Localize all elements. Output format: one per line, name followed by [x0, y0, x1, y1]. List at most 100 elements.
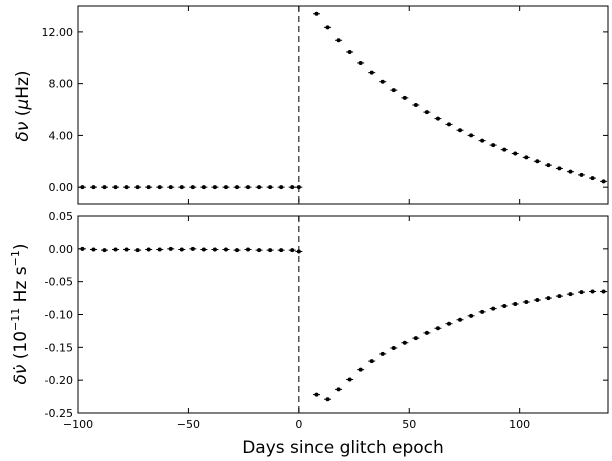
data-point — [112, 247, 120, 252]
data-point — [368, 70, 376, 75]
data-point — [511, 151, 519, 156]
data-point — [295, 185, 303, 190]
data-point — [566, 292, 574, 297]
bottom-panel-ylabel: δν̇ (10−11 Hz s−1) — [9, 243, 31, 384]
data-point — [89, 247, 97, 252]
data-point — [511, 301, 519, 306]
data-point — [589, 289, 597, 294]
data-point — [500, 147, 508, 152]
data-point — [357, 60, 365, 65]
data-point — [167, 185, 175, 190]
bottom-ylabel-exp2: −1 — [9, 250, 22, 266]
data-point — [178, 185, 186, 190]
data-point — [401, 95, 409, 100]
data-point — [412, 103, 420, 107]
data-point — [222, 185, 230, 190]
data-point — [412, 336, 420, 341]
data-point — [101, 185, 108, 190]
data-point — [423, 330, 431, 335]
y-tick-label: 8.00 — [49, 78, 74, 91]
data-point — [379, 351, 387, 356]
data-point — [324, 25, 332, 30]
y-tick-label: 12.00 — [42, 26, 74, 39]
data-point — [288, 248, 296, 253]
data-point — [335, 387, 343, 392]
data-point — [200, 247, 208, 252]
top-ylabel-open: ( — [13, 110, 33, 122]
top-panel-frame — [77, 5, 609, 205]
data-point — [134, 248, 142, 253]
data-point — [445, 122, 453, 127]
data-point — [500, 303, 508, 308]
data-point — [324, 397, 332, 402]
data-point — [522, 300, 530, 305]
data-point — [533, 298, 541, 303]
data-point — [78, 185, 86, 190]
data-point — [467, 133, 475, 138]
bottom-panel: 0.05 0.00 -0.05 -0.10 -0.15 -0.20 -0.25−100 −50… — [9, 210, 609, 458]
data-point — [346, 49, 354, 54]
data-point — [244, 247, 252, 252]
data-point — [178, 247, 186, 252]
data-point — [313, 392, 320, 397]
top-ylabel-symbol: δν — [13, 121, 33, 141]
data-point — [200, 185, 208, 190]
data-point — [434, 326, 442, 331]
data-point — [357, 367, 365, 372]
top-panel-ticks: 0.00 4.00 8.00 12.00 — [42, 6, 608, 204]
top-panel: 0.00 4.00 8.00 12.00 δν (μHz) — [13, 5, 609, 205]
data-point — [255, 185, 263, 190]
data-point — [211, 185, 219, 190]
data-point — [156, 247, 164, 252]
y-tick-label: -0.20 — [45, 374, 73, 387]
data-point — [335, 38, 343, 43]
data-point — [295, 249, 303, 254]
data-point — [544, 163, 552, 168]
data-point — [555, 294, 563, 299]
data-point — [522, 155, 530, 160]
top-ylabel-unit: Hz) — [13, 70, 33, 98]
data-point — [390, 345, 398, 350]
data-point — [578, 172, 585, 177]
data-point — [123, 185, 131, 190]
y-tick-label: -0.05 — [45, 276, 73, 289]
x-tick-label: 50 — [402, 418, 416, 431]
x-axis-title: Days since glitch epoch — [242, 438, 444, 458]
data-point — [368, 359, 376, 364]
y-tick-label: 4.00 — [49, 129, 74, 142]
data-point — [78, 246, 86, 251]
y-tick-label: -0.10 — [45, 309, 73, 322]
bottom-ylabel-symbol: δν̇ — [11, 364, 31, 384]
data-point — [390, 88, 398, 93]
x-tick-label: 0 — [295, 418, 302, 431]
top-ylabel-mu: μ — [13, 99, 33, 111]
data-point — [112, 185, 120, 190]
data-point — [467, 313, 475, 318]
data-point — [145, 185, 153, 190]
data-point — [211, 247, 219, 252]
top-panel-points — [78, 11, 608, 190]
data-point — [189, 246, 197, 251]
data-point — [313, 11, 320, 16]
data-point — [101, 248, 108, 253]
data-point — [167, 246, 175, 251]
data-point — [589, 176, 597, 181]
data-point — [222, 247, 230, 252]
data-point — [555, 166, 563, 171]
data-point — [533, 159, 541, 164]
x-tick-label: −50 — [177, 418, 200, 431]
y-tick-label: -0.15 — [45, 341, 73, 354]
data-point — [134, 185, 142, 190]
data-point — [156, 185, 164, 190]
data-point — [266, 185, 274, 190]
bottom-panel-ticks: 0.05 0.00 -0.05 -0.10 -0.15 -0.20 -0.25−100 −50… — [45, 210, 608, 431]
bottom-ylabel-close: ) — [11, 243, 31, 250]
data-point — [255, 248, 263, 253]
data-point — [600, 289, 608, 294]
data-point — [544, 296, 552, 301]
x-tick-label: −100 — [63, 418, 93, 431]
data-point — [233, 185, 241, 190]
top-panel-ylabel: δν (μHz) — [13, 70, 33, 141]
bottom-ylabel-hz: Hz s — [11, 266, 31, 308]
data-point — [489, 143, 497, 148]
